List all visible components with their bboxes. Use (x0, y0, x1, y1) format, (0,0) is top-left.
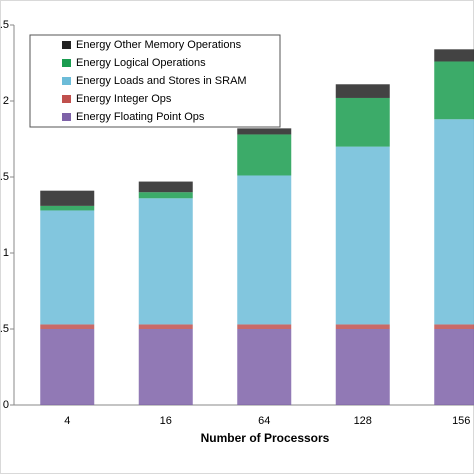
bar-segment (138, 329, 193, 405)
bar-segment (434, 329, 474, 405)
bar-segment (335, 97, 390, 147)
x-axis-title: Number of Processors (201, 431, 330, 445)
bar-segment (138, 324, 193, 329)
legend-swatch (62, 95, 71, 103)
bar-segment (40, 324, 95, 329)
x-tick-label: 64 (258, 415, 270, 427)
legend-swatch (62, 113, 71, 121)
bar-segment (335, 324, 390, 329)
x-tick-label: 16 (160, 415, 172, 427)
bar-segment (335, 329, 390, 405)
x-tick-label: 156 (452, 415, 470, 427)
y-tick-label: 0 (3, 399, 9, 411)
y-tick-label: 2.5 (0, 19, 9, 31)
y-tick-label: 2 (3, 95, 9, 107)
bar-segment (237, 175, 292, 325)
legend-label: Energy Floating Point Ops (76, 111, 205, 123)
legend-label: Energy Loads and Stores in SRAM (76, 75, 247, 87)
legend-label: Energy Integer Ops (76, 93, 172, 105)
bar-segment (237, 134, 292, 176)
bar-segment (138, 192, 193, 199)
y-tick-label: 0.5 (0, 323, 9, 335)
bar-segment (40, 329, 95, 405)
bar-segment (434, 324, 474, 329)
legend-label: Energy Logical Operations (76, 57, 206, 69)
bar-segment (237, 329, 292, 405)
legend-swatch (62, 59, 71, 67)
x-tick-label: 128 (354, 415, 372, 427)
bar-segment (335, 146, 390, 325)
bar-segment (40, 205, 95, 211)
y-tick-label: 1 (3, 247, 9, 259)
bar-segment (40, 190, 95, 206)
bar-segment (138, 181, 193, 193)
y-tick-label: 1.5 (0, 171, 9, 183)
bar-segment (434, 49, 474, 62)
legend-label: Energy Other Memory Operations (76, 39, 242, 51)
bar-segment (237, 128, 292, 135)
bar-segment (138, 198, 193, 325)
bar-segment (237, 324, 292, 329)
bar-segment (40, 210, 95, 325)
x-tick-label: 4 (64, 415, 70, 427)
bar-segment (434, 119, 474, 325)
bar-segment (434, 61, 474, 120)
legend-swatch (62, 41, 71, 49)
legend (29, 34, 281, 128)
legend-swatch (62, 77, 71, 85)
bar-segment (335, 84, 390, 98)
